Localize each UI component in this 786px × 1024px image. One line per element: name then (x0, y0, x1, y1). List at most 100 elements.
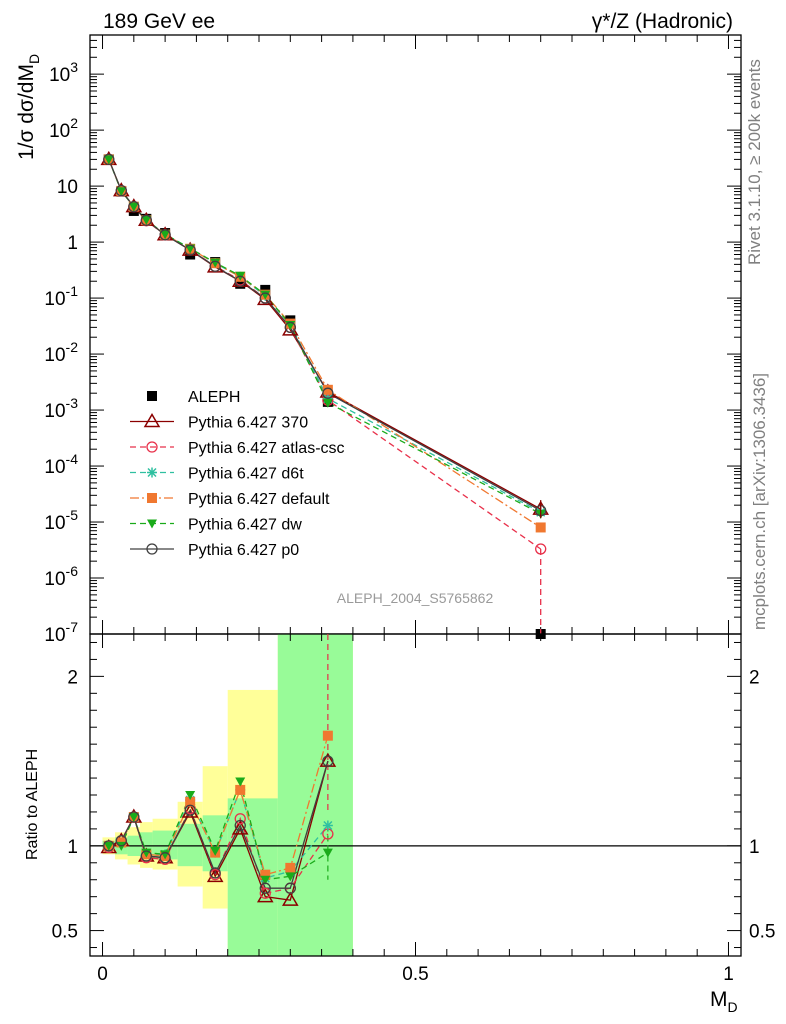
data-point (128, 200, 140, 213)
legend-label: Pythia 6.427 d6t (188, 466, 304, 483)
ratio-line (108, 760, 329, 889)
ratio-point (234, 813, 246, 825)
ratio-point (185, 791, 196, 800)
legend-label: Pythia 6.427 dw (188, 517, 302, 534)
legend-entry: Pythia 6.427 default (130, 491, 330, 508)
ratio-point (256, 888, 274, 903)
ratio-markers-5 (103, 755, 334, 894)
data-point (184, 244, 196, 256)
legend-entry: Pythia 6.427 dw (130, 517, 302, 534)
y-tick-label: 10-1 (44, 283, 78, 310)
legend-label: Pythia 6.427 atlas-csc (188, 440, 345, 457)
ratio-point (159, 852, 171, 864)
ratio-point (260, 869, 271, 880)
y-tick-label-right: 1 (749, 837, 760, 858)
legend-label: ALEPH (188, 389, 240, 406)
ratio-point (322, 730, 333, 741)
ratio-point (210, 846, 221, 856)
header-left-title: 189 GeV ee (103, 10, 215, 33)
rivet-label: Rivet 3.1.10, ≥ 200k events (745, 59, 764, 265)
y-tick-label: 10-5 (44, 507, 78, 534)
y-tick-label: 10-4 (44, 451, 78, 478)
ratio-markers-4 (103, 777, 333, 885)
legend-entry: Pythia 6.427 p0 (130, 542, 299, 559)
legend-marker (147, 519, 157, 529)
legend-marker (147, 493, 157, 503)
ratio-point (322, 820, 333, 831)
ratio-point (285, 862, 296, 873)
ratio-point (141, 848, 152, 858)
y-tick-label: 2 (67, 667, 78, 688)
data-point (115, 184, 127, 197)
ratio-point (285, 872, 296, 882)
data-point (116, 187, 127, 197)
data-point (282, 321, 299, 336)
y-tick-label: 0.5 (52, 922, 78, 943)
series-line (108, 159, 542, 513)
data-point (234, 275, 246, 287)
ratio-point (234, 819, 246, 832)
data-point (535, 522, 546, 533)
y-tick-label-right: 2 (749, 667, 760, 688)
legend-marker (143, 413, 161, 428)
data-point (140, 214, 152, 226)
series-markers-6 (103, 153, 547, 517)
legend-entry: ALEPH (147, 389, 240, 406)
series-markers-3 (103, 154, 546, 518)
data-point (160, 230, 171, 240)
legend-label: Pythia 6.427 p0 (188, 542, 299, 559)
series-3 (108, 159, 542, 513)
y-tick-label: 10-2 (44, 339, 78, 366)
series-6 (108, 159, 542, 512)
legend-entry: Pythia 6.427 d6t (130, 466, 304, 483)
ratio-point (115, 835, 127, 847)
ratio-y-axis-label: Ratio to ALEPH (24, 749, 41, 860)
series-line (108, 159, 542, 515)
data-point (210, 258, 221, 268)
header-right-title: γ*/Z (Hadronic) (592, 10, 733, 33)
x-tick-label: 1 (723, 964, 734, 985)
x-tick-label: 0.5 (402, 964, 428, 985)
ratio-plot: 0.5 0.5 1 1 2 2 0 0.5 1 (52, 633, 775, 985)
series-5 (108, 159, 542, 515)
data-point (103, 153, 115, 166)
data-point (322, 384, 333, 395)
data-point (235, 278, 246, 289)
data-point (185, 244, 196, 254)
ratio-point (259, 882, 271, 894)
series-line (108, 159, 542, 512)
ratio-point (184, 804, 196, 816)
ratio-point (231, 820, 249, 835)
series-line (108, 159, 542, 529)
data-point (284, 321, 296, 334)
y-tick-label: 102 (49, 115, 78, 142)
y-tick-label: 10 (57, 177, 78, 198)
legend-marker (147, 391, 157, 401)
data-point (259, 292, 271, 304)
analysis-label: ALEPH_2004_S5765862 (337, 590, 494, 606)
x-axis-label: MD (710, 988, 738, 1015)
legend-marker (147, 467, 157, 478)
y-tick-label: 1 (67, 233, 78, 254)
ratio-point (235, 777, 246, 787)
y-tick-label: 10-7 (44, 619, 78, 646)
ratio-point (235, 784, 246, 795)
ratio-point (181, 803, 199, 818)
legend-label: Pythia 6.427 default (188, 491, 330, 508)
band-inner (202, 815, 228, 872)
ratio-point (128, 811, 140, 823)
legend-entry: Pythia 6.427 atlas-csc (130, 440, 345, 457)
data-point (103, 155, 114, 165)
legend-label: Pythia 6.427 370 (188, 415, 308, 432)
data-point (322, 398, 333, 408)
ratio-point (282, 891, 299, 906)
series-markers-1 (100, 150, 549, 515)
data-point (209, 260, 221, 272)
ratio-point (209, 867, 221, 879)
ratio-point (103, 841, 114, 851)
y-tick-label: 1 (67, 837, 78, 858)
ratio-point (206, 867, 224, 883)
ratio-point (322, 848, 333, 858)
x-tick-label: 0 (97, 964, 108, 985)
